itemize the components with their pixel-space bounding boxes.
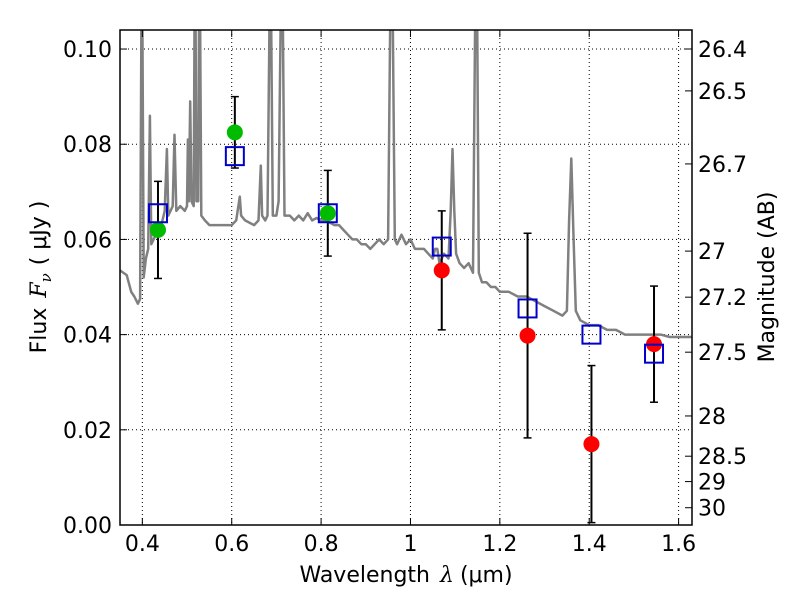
x-axis-title: Wavelength λ (μm): [299, 563, 512, 588]
grid: [120, 30, 692, 526]
error-bars: [153, 95, 659, 524]
mag-tick-label: 27.5: [698, 341, 747, 366]
y-tick-label: 0.00: [63, 514, 112, 539]
detection-point: [433, 262, 450, 279]
x-tick-label: 0.8: [304, 532, 339, 557]
mag-tick-label: 29: [698, 471, 726, 496]
mag-tick-label: 26.4: [698, 38, 747, 63]
detection-point: [319, 205, 336, 222]
y2-axis-title: Magnitude (AB): [755, 192, 780, 363]
model-point: [517, 298, 538, 319]
x-tick-label: 1.4: [572, 532, 607, 557]
x-tick-label: 1.2: [482, 532, 517, 557]
x-tick-label: 1: [403, 532, 417, 557]
model-point: [147, 203, 168, 224]
model-point: [431, 236, 452, 257]
markers: [147, 124, 665, 453]
detection-point: [583, 436, 600, 453]
detection-point: [226, 124, 243, 141]
y-tick-label: 0.10: [63, 38, 112, 63]
ticks: 0.4 0.6 0.8 1 1.2 1.4 1.6 0.00 0.02 0.04 0.06 0.08 0…: [63, 30, 747, 557]
mag-tick-label: 26.7: [698, 153, 747, 178]
detection-point: [519, 327, 536, 344]
y-tick-label: 0.04: [63, 324, 112, 349]
y-axis-title: FluxFν( μJy ): [27, 201, 55, 354]
mag-tick-label: 27.2: [698, 286, 747, 311]
spectrum-line: [120, 30, 692, 339]
model-point: [644, 343, 665, 364]
x-tick-label: 0.4: [125, 532, 160, 557]
x-tick-label: 0.6: [214, 532, 249, 557]
y-tick-label: 0.06: [63, 228, 112, 253]
detection-point: [149, 221, 166, 238]
plot-frame: [119, 29, 693, 526]
mag-tick-label: 28.5: [698, 445, 747, 470]
model-point: [581, 324, 602, 345]
mag-tick-label: 28: [698, 405, 726, 430]
y-tick-label: 0.08: [63, 133, 112, 158]
model-point: [317, 203, 338, 224]
y-tick-label: 0.02: [63, 419, 112, 444]
x-tick-label: 1.6: [661, 532, 696, 557]
mag-tick-label: 30: [698, 497, 726, 522]
mag-tick-label: 26.5: [698, 80, 747, 105]
model-point: [224, 146, 245, 167]
mag-tick-label: 27: [698, 240, 726, 265]
spectrum: [120, 30, 692, 339]
